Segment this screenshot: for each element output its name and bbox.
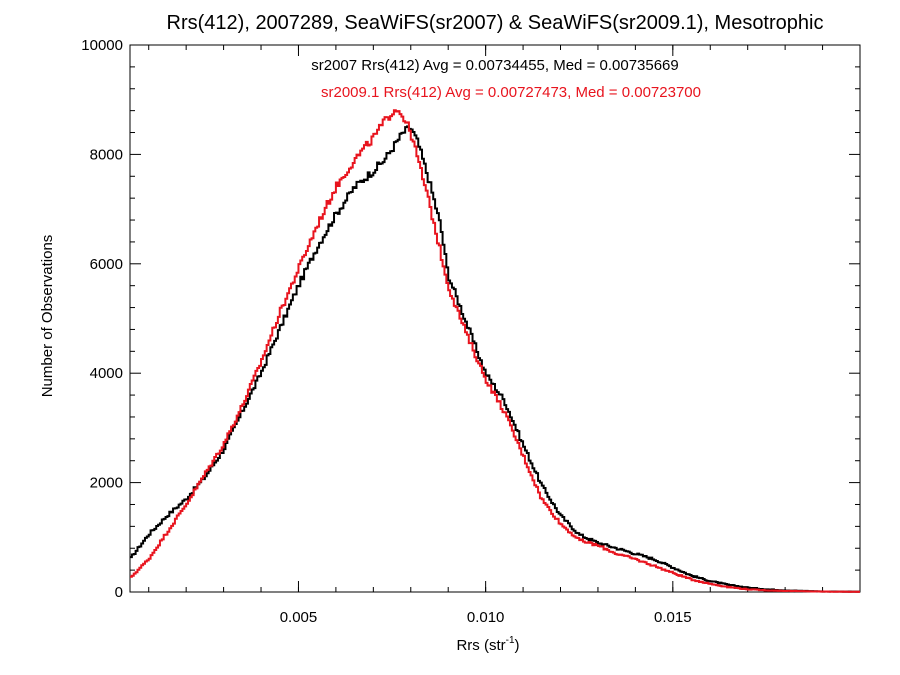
x-axis-label: Rrs (str-1) [456,635,519,654]
plot-frame [129,44,861,593]
annotation-sr2009: sr2009.1 Rrs(412) Avg = 0.00727473, Med … [321,84,701,101]
x-axis-label-text: Rrs (str [456,637,505,654]
x-tick-label: 0.015 [654,609,692,626]
y-tick-label: 2000 [90,475,123,492]
series-line-0 [130,125,860,593]
chart-title: Rrs(412), 2007289, SeaWiFS(sr2007) & Sea… [167,12,824,34]
y-tick-label: 8000 [90,146,123,163]
x-axis-label-close: ) [515,637,520,654]
x-tick-label: 0.010 [467,609,505,626]
x-tick-label: 0.005 [280,609,318,626]
y-axis-label: Number of Observations [39,235,56,398]
y-tick-label: 6000 [90,256,123,273]
series-layer [130,109,860,593]
x-axis-label-superscript: -1 [506,635,515,646]
y-tick-label: 4000 [90,365,123,382]
annotation-sr2007: sr2007 Rrs(412) Avg = 0.00734455, Med = … [311,57,679,74]
plot-axes: 0.005 0.010 0.015 0 2000 4000 6000 8000 10000 [81,37,861,626]
y-tick-label: 10000 [81,37,123,54]
y-tick-label: 0 [115,584,123,601]
series-line-1 [130,109,860,593]
